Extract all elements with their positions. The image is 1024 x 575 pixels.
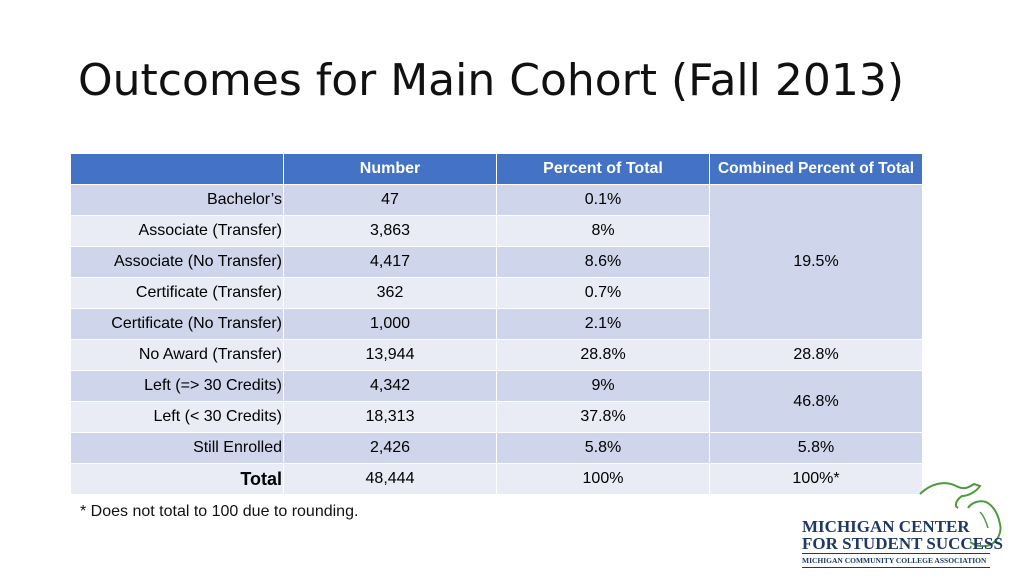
row-percent: 37.8% bbox=[496, 401, 710, 433]
row-label: Certificate (No Transfer) bbox=[70, 308, 284, 340]
total-number: 48,444 bbox=[283, 463, 497, 495]
row-number: 18,313 bbox=[283, 401, 497, 433]
outcomes-table: Number Percent of Total Combined Percent… bbox=[70, 153, 923, 495]
table-row: Certificate (Transfer) 362 0.7% bbox=[70, 277, 923, 309]
row-label: Associate (Transfer) bbox=[70, 215, 284, 247]
table-header-row: Number Percent of Total Combined Percent… bbox=[70, 153, 923, 185]
row-number: 4,342 bbox=[283, 370, 497, 402]
header-cell-combined: Combined Percent of Total bbox=[709, 153, 923, 185]
row-percent: 2.1% bbox=[496, 308, 710, 340]
header-cell-number: Number bbox=[283, 153, 497, 185]
logo-divider bbox=[802, 553, 990, 554]
row-number: 47 bbox=[283, 184, 497, 216]
logo-divider bbox=[802, 567, 990, 568]
combined-still-enrolled: 5.8% bbox=[709, 432, 923, 464]
row-percent: 0.7% bbox=[496, 277, 710, 309]
footnote: * Does not total to 100 due to rounding. bbox=[80, 503, 359, 520]
row-number: 2,426 bbox=[283, 432, 497, 464]
row-number: 1,000 bbox=[283, 308, 497, 340]
row-percent: 8% bbox=[496, 215, 710, 247]
table-row: Bachelor’s 47 0.1% 19.5% bbox=[70, 184, 923, 340]
row-percent: 0.1% bbox=[496, 184, 710, 216]
table-row: Associate (Transfer) 3,863 8% bbox=[70, 215, 923, 247]
row-percent: 5.8% bbox=[496, 432, 710, 464]
row-label: Certificate (Transfer) bbox=[70, 277, 284, 309]
row-number: 362 bbox=[283, 277, 497, 309]
combined-left: 46.8% bbox=[709, 370, 923, 433]
header-cell-empty bbox=[70, 153, 284, 185]
combined-awards: 19.5% bbox=[709, 184, 923, 340]
logo-line-3: MICHIGAN COMMUNITY COLLEGE ASSOCIATION bbox=[802, 556, 987, 565]
row-label: Left (=> 30 Credits) bbox=[70, 370, 284, 402]
row-label: Associate (No Transfer) bbox=[70, 246, 284, 278]
row-percent: 28.8% bbox=[496, 339, 710, 371]
michigan-map-icon bbox=[919, 482, 1002, 548]
header-cell-percent: Percent of Total bbox=[496, 153, 710, 185]
row-percent: 8.6% bbox=[496, 246, 710, 278]
table-row: Left (< 30 Credits) 18,313 37.8% bbox=[70, 401, 923, 433]
row-number: 4,417 bbox=[283, 246, 497, 278]
logo-line-1: MICHIGAN CENTER bbox=[802, 517, 970, 536]
combined-no-award-transfer: 28.8% bbox=[709, 339, 923, 371]
total-label: Total bbox=[70, 463, 284, 495]
table-row: Associate (No Transfer) 4,417 8.6% bbox=[70, 246, 923, 278]
row-number: 3,863 bbox=[283, 215, 497, 247]
combined-total: 100%* bbox=[709, 463, 923, 495]
row-label: No Award (Transfer) bbox=[70, 339, 284, 371]
table-row-total: Total 48,444 100% 100%* bbox=[70, 463, 923, 495]
total-percent: 100% bbox=[496, 463, 710, 495]
slide-title: Outcomes for Main Cohort (Fall 2013) bbox=[78, 55, 904, 106]
row-number: 13,944 bbox=[283, 339, 497, 371]
table-row: No Award (Transfer) 13,944 28.8% 28.8% bbox=[70, 339, 923, 371]
table-row: Left (=> 30 Credits) 4,342 9% 46.8% bbox=[70, 370, 923, 433]
table-row: Certificate (No Transfer) 1,000 2.1% bbox=[70, 308, 923, 340]
mcss-logo: MICHIGAN CENTER FOR STUDENT SUCCESS MICH… bbox=[800, 472, 1015, 572]
row-label: Left (< 30 Credits) bbox=[70, 401, 284, 433]
table-row: Still Enrolled 2,426 5.8% 5.8% bbox=[70, 432, 923, 464]
logo-line-2: FOR STUDENT SUCCESS bbox=[802, 534, 1003, 553]
row-label: Bachelor’s bbox=[70, 184, 284, 216]
row-percent: 9% bbox=[496, 370, 710, 402]
row-label: Still Enrolled bbox=[70, 432, 284, 464]
